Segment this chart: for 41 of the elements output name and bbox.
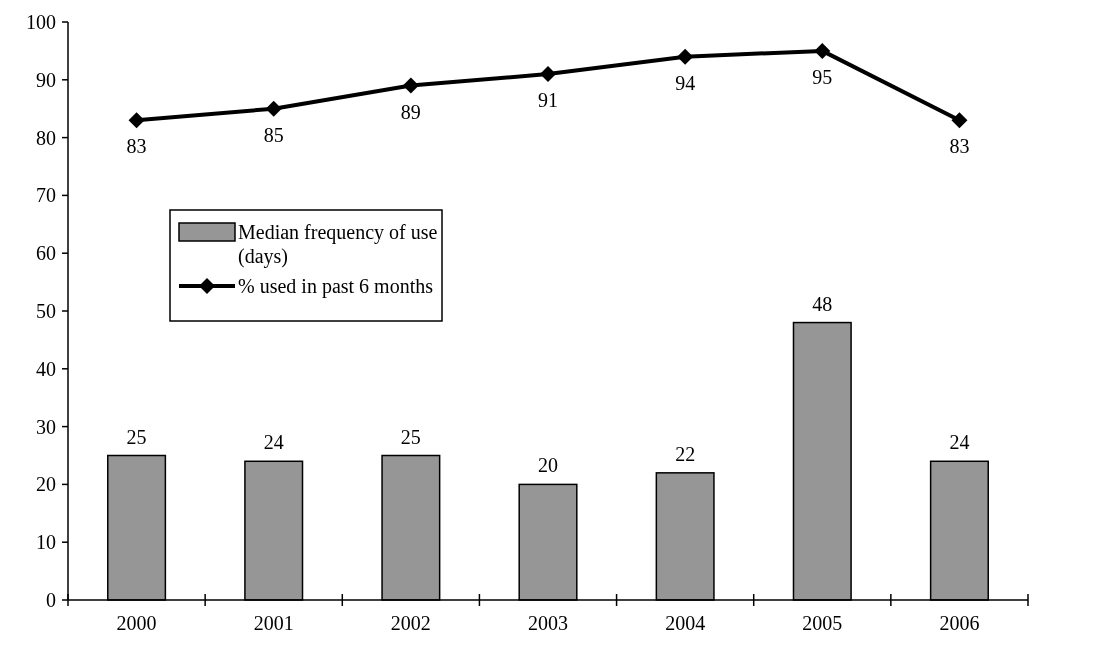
data-label: 24 bbox=[949, 431, 970, 454]
point bbox=[402, 77, 419, 94]
y-tick-label: 90 bbox=[36, 68, 56, 91]
point bbox=[265, 100, 282, 117]
data-label: 83 bbox=[949, 135, 970, 158]
data-label: 24 bbox=[263, 431, 284, 454]
data-label: 85 bbox=[263, 123, 284, 146]
y-tick-label: 10 bbox=[36, 531, 56, 554]
data-label: 22 bbox=[675, 442, 696, 465]
data-label: 25 bbox=[400, 425, 421, 448]
y-tick-label: 70 bbox=[36, 184, 56, 207]
data-label: 48 bbox=[812, 292, 833, 315]
data-label: 94 bbox=[675, 71, 696, 94]
data-label: 25 bbox=[126, 425, 147, 448]
data-label: 91 bbox=[538, 89, 558, 112]
data-label: 20 bbox=[538, 454, 558, 477]
y-tick-label: 30 bbox=[36, 415, 56, 438]
point bbox=[128, 112, 145, 129]
y-tick-label: 40 bbox=[36, 357, 56, 380]
x-tick-label: 2001 bbox=[253, 612, 294, 634]
point bbox=[540, 66, 556, 83]
data-label: 89 bbox=[400, 100, 421, 123]
x-tick-label: 2003 bbox=[528, 612, 568, 634]
x-tick-label: 2002 bbox=[390, 612, 431, 634]
point bbox=[677, 48, 694, 65]
legend-label: % used in past 6 months bbox=[238, 275, 434, 298]
point bbox=[814, 42, 831, 59]
x-tick-label: 2006 bbox=[939, 612, 980, 634]
y-tick-label: 100 bbox=[26, 11, 56, 33]
x-tick-label: 2004 bbox=[665, 612, 706, 634]
data-label: 95 bbox=[812, 65, 833, 88]
x-tick-label: 2005 bbox=[802, 612, 843, 634]
data-label: 83 bbox=[126, 135, 147, 158]
y-tick-label: 0 bbox=[46, 589, 56, 611]
legend-label: Median frequency of use (days) bbox=[238, 221, 438, 268]
y-tick-label: 20 bbox=[36, 473, 56, 496]
point bbox=[951, 112, 968, 129]
y-tick-label: 60 bbox=[36, 242, 56, 265]
y-tick-label: 50 bbox=[36, 300, 56, 322]
y-tick-label: 80 bbox=[36, 126, 56, 149]
x-tick-label: 2000 bbox=[116, 612, 157, 634]
